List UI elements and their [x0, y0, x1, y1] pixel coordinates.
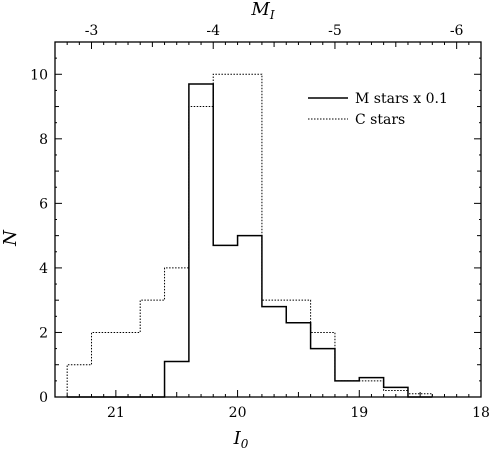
- y-tick-label: 4: [39, 261, 48, 277]
- x-tick-label: 18: [472, 405, 490, 421]
- y-tick-label: 2: [39, 325, 48, 341]
- x-axis-title: I0: [233, 428, 249, 451]
- bottom-axis: 21 20 19 18: [66, 390, 490, 421]
- legend-label-c-stars: C stars: [355, 112, 405, 128]
- top-axis-title: MI: [250, 0, 274, 22]
- c-stars-histogram: [66, 73, 433, 397]
- top-axis-title-main: M: [250, 0, 270, 20]
- m-stars-histogram: [67, 83, 433, 398]
- x-tick-label: 19: [350, 405, 368, 421]
- x-axis-title-subscript: 0: [241, 437, 249, 451]
- top-tick-label: -3: [85, 23, 99, 39]
- left-axis: 0 2 4 6 8 10: [30, 41, 481, 406]
- x-tick-label: 21: [107, 405, 125, 421]
- y-tick-label: 0: [39, 390, 48, 406]
- x-tick-label: 20: [229, 405, 247, 421]
- legend: M stars x 0.1 C stars: [308, 91, 448, 128]
- top-tick-label: -4: [206, 23, 220, 39]
- top-tick-label: -6: [450, 23, 464, 39]
- y-tick-label: 10: [30, 67, 48, 83]
- legend-label-m-stars: M stars x 0.1: [355, 91, 448, 107]
- y-axis-title: N: [0, 229, 21, 247]
- top-axis-title-subscript: I: [269, 8, 275, 22]
- x-axis-title-main: I: [233, 428, 242, 449]
- top-axis: -3 -4 -5 -6: [54, 23, 482, 49]
- series-layer: [66, 73, 433, 398]
- y-tick-label: 8: [39, 132, 48, 148]
- top-tick-label: -5: [328, 23, 342, 39]
- y-tick-label: 6: [39, 196, 48, 212]
